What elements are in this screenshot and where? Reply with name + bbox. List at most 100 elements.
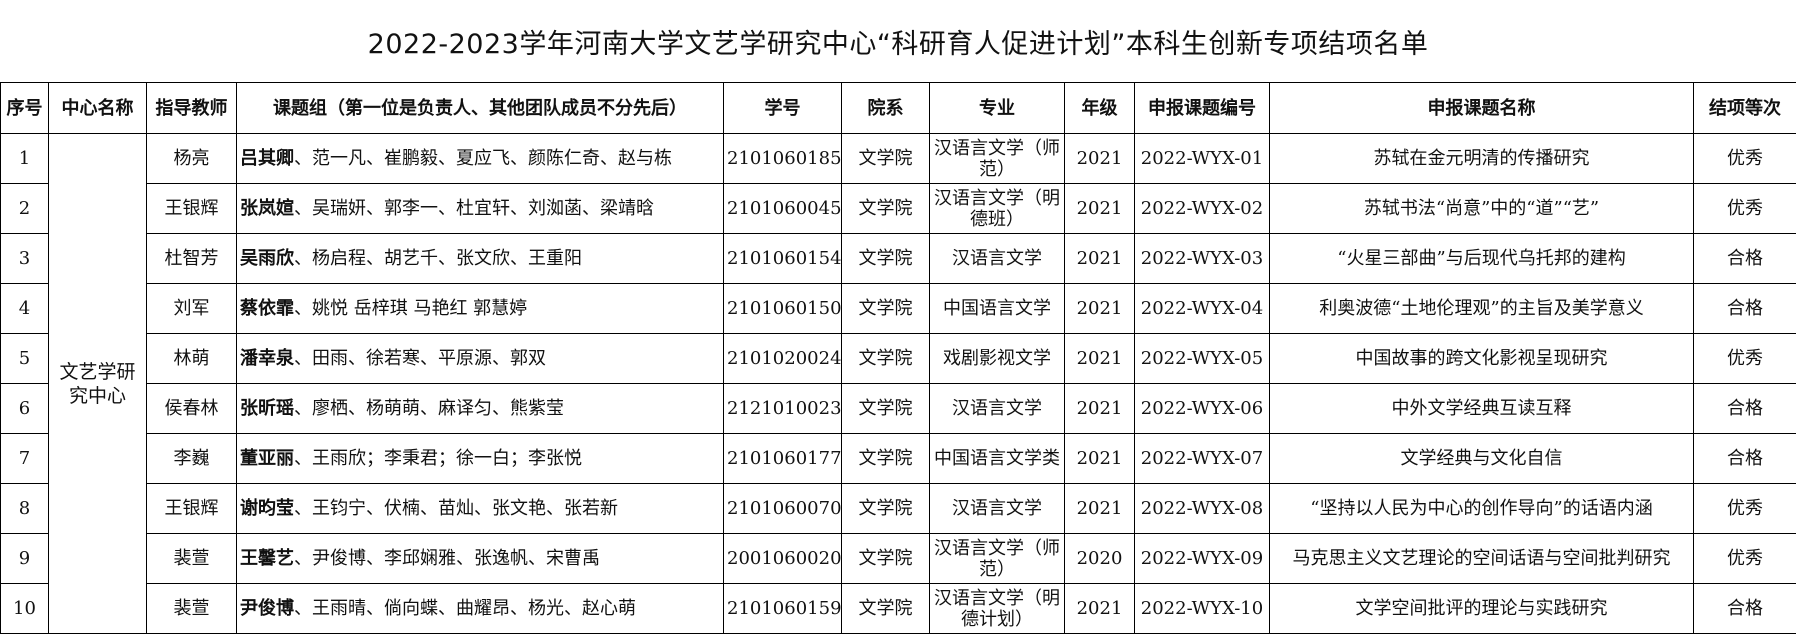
header-center: 中心名称 bbox=[48, 82, 147, 134]
advisor-cell: 杜智芳 bbox=[146, 233, 237, 284]
student-id-cell: 2101060070 bbox=[723, 483, 842, 534]
major-cell: 汉语言文学（明德计划） bbox=[929, 583, 1065, 634]
student-id-cell: 2101060177 bbox=[723, 433, 842, 484]
group-cell: 潘幸泉、田雨、徐若寒、平原源、郭双 bbox=[236, 333, 724, 384]
row-no: 3 bbox=[0, 233, 49, 284]
college-cell: 文学院 bbox=[841, 133, 930, 184]
center-name-cell: 文艺学研究中心 bbox=[48, 133, 147, 634]
leader-name: 蔡依霏 bbox=[240, 298, 294, 319]
college-cell: 文学院 bbox=[841, 233, 930, 284]
member-names: 、范一凡、崔鹏毅、夏应飞、颜陈仁奇、赵与栋 bbox=[294, 148, 672, 169]
table-row: 10 裴萱 尹俊博、王雨晴、倘向蝶、曲耀昂、杨光、赵心萌 2101060159 文学院汉… bbox=[0, 583, 1796, 634]
code-cell: 2022-WYX-02 bbox=[1134, 183, 1270, 234]
member-names: 、王钧宁、伏楠、苗灿、张文艳、张若新 bbox=[294, 498, 618, 519]
results-table: 序号 中心名称 指导教师 课题组（第一位是负责人、其他团队成员不分先后） 学号 … bbox=[0, 82, 1796, 634]
row-no: 9 bbox=[0, 533, 49, 584]
header-row: 序号 中心名称 指导教师 课题组（第一位是负责人、其他团队成员不分先后） 学号 … bbox=[0, 82, 1796, 134]
result-cell: 优秀 bbox=[1693, 533, 1796, 584]
topic-cell: 中外文学经典互读互释 bbox=[1269, 383, 1694, 434]
advisor-cell: 杨亮 bbox=[146, 133, 237, 184]
row-no: 5 bbox=[0, 333, 49, 384]
grade-cell: 2021 bbox=[1064, 283, 1135, 334]
group-cell: 王馨艺、尹俊博、李邱娴雅、张逸帆、宋曹禹 bbox=[236, 533, 724, 584]
code-cell: 2022-WYX-04 bbox=[1134, 283, 1270, 334]
header-code: 申报课题编号 bbox=[1134, 82, 1270, 134]
code-cell: 2022-WYX-01 bbox=[1134, 133, 1270, 184]
code-cell: 2022-WYX-03 bbox=[1134, 233, 1270, 284]
topic-cell: 苏轼在金元明清的传播研究 bbox=[1269, 133, 1694, 184]
student-id-cell: 2101060159 bbox=[723, 583, 842, 634]
major-cell: 中国语言文学类 bbox=[929, 433, 1065, 484]
row-no: 10 bbox=[0, 583, 49, 634]
grade-cell: 2021 bbox=[1064, 133, 1135, 184]
table-row: 9 裴萱 王馨艺、尹俊博、李邱娴雅、张逸帆、宋曹禹 2001060020 文学院 汉语言文… bbox=[0, 533, 1796, 584]
table-row: 7 李巍 董亚丽、王雨欣；李秉君；徐一白；李张悦 2101060177 文学院 中国语言文… bbox=[0, 433, 1796, 484]
member-names: 、吴瑞妍、郭李一、杜宜轩、刘洳菡、梁靖晗 bbox=[294, 198, 654, 219]
student-id-cell: 2101020024 bbox=[723, 333, 842, 384]
grade-cell: 2021 bbox=[1064, 333, 1135, 384]
table-row: 8 王银辉 谢昀莹、王钧宁、伏楠、苗灿、张文艳、张若新 2101060070 文学院 汉语… bbox=[0, 483, 1796, 534]
member-names: 、王雨欣；李秉君；徐一白；李张悦 bbox=[294, 448, 582, 469]
table-body: 1 文艺学研究中心 杨亮 吕其卿、范一凡、崔鹏毅、夏应飞、颜陈仁奇、赵与栋 210106… bbox=[0, 133, 1796, 634]
group-cell: 张昕瑶、廖栖、杨萌萌、麻译匀、熊紫莹 bbox=[236, 383, 724, 434]
leader-name: 张岚媗 bbox=[240, 198, 294, 219]
result-cell: 优秀 bbox=[1693, 183, 1796, 234]
header-no: 序号 bbox=[0, 82, 49, 134]
advisor-cell: 王银辉 bbox=[146, 483, 237, 534]
leader-name: 尹俊博 bbox=[240, 598, 294, 619]
advisor-cell: 林萌 bbox=[146, 333, 237, 384]
topic-cell: 文学经典与文化自信 bbox=[1269, 433, 1694, 484]
advisor-cell: 李巍 bbox=[146, 433, 237, 484]
advisor-cell: 裴萱 bbox=[146, 583, 237, 634]
header-major: 专业 bbox=[929, 82, 1065, 134]
college-cell: 文学院 bbox=[841, 283, 930, 334]
header-advisor: 指导教师 bbox=[146, 82, 237, 134]
student-id-cell: 2101060150 bbox=[723, 283, 842, 334]
college-cell: 文学院 bbox=[841, 583, 930, 634]
student-id-cell: 2101060185 bbox=[723, 133, 842, 184]
grade-cell: 2020 bbox=[1064, 533, 1135, 584]
college-cell: 文学院 bbox=[841, 383, 930, 434]
advisor-cell: 裴萱 bbox=[146, 533, 237, 584]
member-names: 、廖栖、杨萌萌、麻译匀、熊紫莹 bbox=[294, 398, 564, 419]
header-group: 课题组（第一位是负责人、其他团队成员不分先后） bbox=[236, 82, 724, 134]
college-cell: 文学院 bbox=[841, 533, 930, 584]
result-cell: 优秀 bbox=[1693, 483, 1796, 534]
major-cell: 戏剧影视文学 bbox=[929, 333, 1065, 384]
member-names: 、王雨晴、倘向蝶、曲耀昂、杨光、赵心萌 bbox=[294, 598, 636, 619]
major-cell: 汉语言文学 bbox=[929, 383, 1065, 434]
advisor-cell: 刘军 bbox=[146, 283, 237, 334]
student-id-cell: 2101060045 bbox=[723, 183, 842, 234]
member-names: 、姚悦 岳梓琪 马艳红 郭慧婷 bbox=[294, 298, 528, 319]
major-cell: 汉语言文学（师范） bbox=[929, 533, 1065, 584]
result-cell: 合格 bbox=[1693, 283, 1796, 334]
group-cell: 吴雨欣、杨启程、胡艺千、张文欣、王重阳 bbox=[236, 233, 724, 284]
code-cell: 2022-WYX-07 bbox=[1134, 433, 1270, 484]
code-cell: 2022-WYX-06 bbox=[1134, 383, 1270, 434]
college-cell: 文学院 bbox=[841, 433, 930, 484]
major-cell: 汉语言文学 bbox=[929, 233, 1065, 284]
grade-cell: 2021 bbox=[1064, 383, 1135, 434]
grade-cell: 2021 bbox=[1064, 433, 1135, 484]
grade-cell: 2021 bbox=[1064, 233, 1135, 284]
topic-cell: 中国故事的跨文化影视呈现研究 bbox=[1269, 333, 1694, 384]
header-college: 院系 bbox=[841, 82, 930, 134]
college-cell: 文学院 bbox=[841, 483, 930, 534]
table-row: 1 文艺学研究中心 杨亮 吕其卿、范一凡、崔鹏毅、夏应飞、颜陈仁奇、赵与栋 210106… bbox=[0, 133, 1796, 634]
code-cell: 2022-WYX-05 bbox=[1134, 333, 1270, 384]
group-cell: 张岚媗、吴瑞妍、郭李一、杜宜轩、刘洳菡、梁靖晗 bbox=[236, 183, 724, 234]
major-cell: 汉语言文学 bbox=[929, 483, 1065, 534]
table-row: 4 刘军 蔡依霏、姚悦 岳梓琪 马艳红 郭慧婷 2101060150 文学院 中国语言文学… bbox=[0, 283, 1796, 334]
header-grade: 年级 bbox=[1064, 82, 1135, 134]
college-cell: 文学院 bbox=[841, 333, 930, 384]
major-cell: 中国语言文学 bbox=[929, 283, 1065, 334]
member-names: 、杨启程、胡艺千、张文欣、王重阳 bbox=[294, 248, 582, 269]
college-cell: 文学院 bbox=[841, 183, 930, 234]
row-no: 7 bbox=[0, 433, 49, 484]
code-cell: 2022-WYX-10 bbox=[1134, 583, 1270, 634]
result-cell: 合格 bbox=[1693, 383, 1796, 434]
row-no: 1 bbox=[0, 133, 49, 184]
code-cell: 2022-WYX-08 bbox=[1134, 483, 1270, 534]
member-names: 、田雨、徐若寒、平原源、郭双 bbox=[294, 348, 546, 369]
student-id-cell: 2101060154 bbox=[723, 233, 842, 284]
